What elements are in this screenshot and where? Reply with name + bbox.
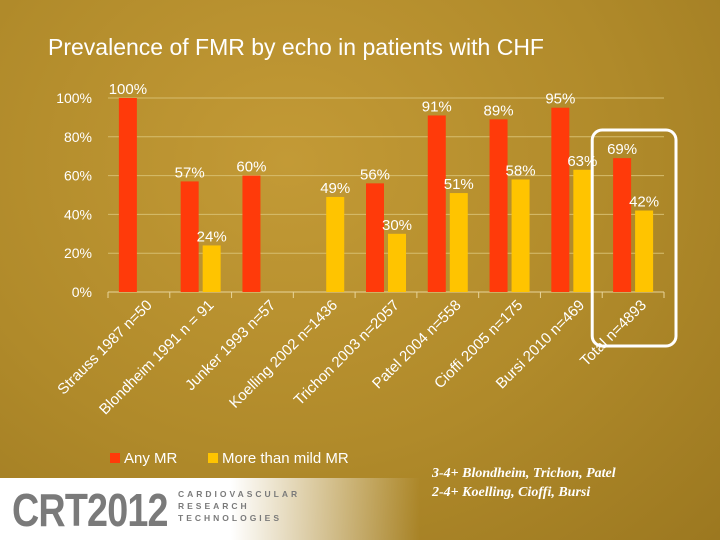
y-tick-label: 60% (64, 168, 92, 184)
x-category-label: Koelling 2002 n=1436 (226, 297, 341, 412)
bar-any-mr (242, 175, 261, 292)
footnote: 3-4+ Blondheim, Trichon, Patel 2-4+ Koel… (432, 464, 712, 502)
logo-sub-line-3: TECHNOLOGIES (178, 513, 283, 523)
bar-more-than-mild-mr (511, 179, 530, 292)
legend-swatch (110, 453, 120, 463)
legend-swatch (208, 453, 218, 463)
bar-data-label: 56% (360, 166, 390, 183)
footnote-line-1: 3-4+ Blondheim, Trichon, Patel (432, 466, 616, 481)
bar-data-label: 24% (197, 228, 227, 245)
y-tick-label: 40% (64, 206, 92, 222)
bar-data-label: 63% (567, 153, 597, 170)
bar-more-than-mild-mr (449, 193, 468, 292)
bar-more-than-mild-mr (388, 233, 406, 292)
bar-data-label: 51% (444, 176, 474, 193)
crt-logo-subtitle: CARDIOVASCULAR RESEARCH TECHNOLOGIES (178, 488, 300, 524)
bar-more-than-mild-mr (326, 196, 345, 292)
bar-more-than-mild-mr (635, 210, 654, 292)
crt-logo: CRT2012 (12, 484, 169, 536)
y-tick-label: 0% (72, 284, 92, 300)
footer-band (0, 478, 420, 540)
x-category-label: Total n=4893 (577, 297, 650, 370)
bar-any-mr (613, 158, 632, 292)
bar-more-than-mild-mr (202, 245, 221, 292)
y-tick-label: 100% (56, 90, 92, 106)
bar-data-label: 60% (236, 159, 266, 176)
bar-data-label: 89% (484, 102, 514, 119)
bar-data-label: 42% (629, 194, 659, 211)
bar-any-mr (366, 183, 384, 292)
bar-any-mr (118, 98, 137, 292)
bar-data-label: 100% (109, 81, 147, 98)
x-category-label: Trichon 2003 n=2057 (291, 297, 403, 409)
slide-title: Prevalence of FMR by echo in patients wi… (48, 34, 544, 60)
bar-any-mr (180, 181, 199, 292)
bar-data-label: 95% (545, 91, 575, 108)
y-tick-label: 80% (64, 129, 92, 145)
legend-label: Any MR (124, 450, 178, 467)
bar-more-than-mild-mr (573, 169, 592, 292)
bar-any-mr (427, 115, 446, 293)
bar-data-label: 58% (506, 162, 536, 179)
bar-data-label: 91% (422, 98, 452, 115)
legend-label: More than mild MR (222, 450, 349, 467)
bar-data-label: 57% (175, 164, 205, 181)
bar-any-mr (551, 107, 570, 292)
x-category-label: Blondheim 1991 n = 91 (96, 297, 217, 418)
bar-data-label: 30% (382, 217, 412, 234)
bar-data-label: 49% (320, 180, 350, 197)
bar-data-label: 69% (607, 141, 637, 158)
bar-any-mr (489, 119, 508, 292)
logo-sub-line-2: RESEARCH (178, 501, 250, 511)
logo-sub-line-1: CARDIOVASCULAR (178, 489, 301, 499)
footnote-line-2: 2-4+ Koelling, Cioffi, Bursi (432, 485, 591, 500)
highlight-box (590, 128, 678, 348)
y-tick-label: 20% (64, 245, 92, 261)
